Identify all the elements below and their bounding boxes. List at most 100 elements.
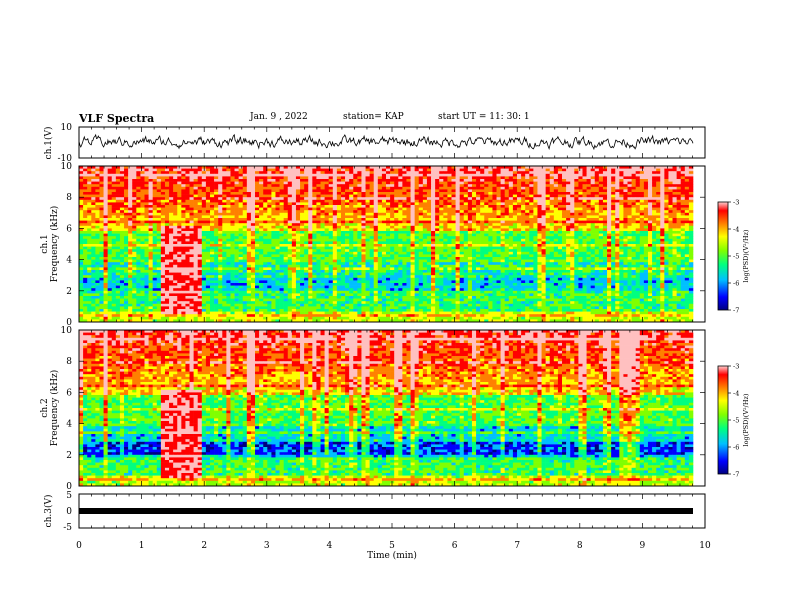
spectrogram-cell (164, 189, 170, 193)
spectrogram-cell (455, 197, 460, 201)
spectrogram-cell (623, 218, 628, 221)
spectrogram-cell (668, 215, 673, 219)
spectrogram-cell (668, 181, 673, 185)
spectrogram-cell (492, 238, 497, 242)
spectrogram-cell (566, 199, 571, 203)
spectrogram-cell (365, 215, 370, 219)
spectrogram-cell (238, 215, 244, 219)
spectrogram-cell (631, 168, 636, 172)
spectrogram-cell (566, 205, 571, 208)
spectrogram-cell (553, 220, 559, 224)
spectrogram-cell (144, 171, 149, 175)
spectrogram-cell (557, 197, 563, 201)
spectrogram-cell (529, 176, 534, 180)
spectrogram-cell (312, 236, 317, 240)
spectrogram-cell (250, 194, 256, 198)
spectrogram-cell (533, 179, 538, 182)
spectrogram-cell (226, 233, 231, 237)
spectrogram-cell (631, 218, 636, 221)
spectrogram-cell (107, 220, 113, 224)
spectrogram-cell (332, 205, 338, 208)
spectrogram-cell (324, 241, 329, 245)
spectrogram-cell (598, 189, 604, 193)
spectrogram-cell (152, 186, 158, 190)
spectrogram-cell (193, 189, 198, 193)
spectrogram-cell (471, 241, 477, 245)
spectrogram-cell (463, 173, 469, 177)
spectrogram-cell (169, 246, 174, 250)
spectrogram-cell (562, 225, 567, 229)
spectrogram-cell (316, 212, 321, 216)
spectrogram-cell (136, 249, 141, 253)
spectrogram-cell (549, 212, 555, 216)
spectrogram-cell (598, 197, 604, 201)
spectrogram-cell (484, 171, 489, 175)
spectrogram-cell (549, 249, 555, 253)
spectrogram-cell (529, 212, 534, 216)
spectrogram-cell (259, 238, 264, 242)
spectrogram-cell (684, 207, 690, 211)
spectrogram-cell (291, 241, 297, 245)
spectrogram-cell (328, 173, 334, 177)
spectrogram-cell (119, 220, 125, 224)
spectrogram-cell (566, 184, 571, 188)
spectrogram-cell (525, 192, 530, 195)
spectrogram-cell (631, 223, 636, 227)
spectrogram-cell (394, 199, 399, 203)
spectrogram-cell (467, 181, 473, 185)
spectrogram-cell (148, 176, 153, 180)
spectrogram-cell (275, 192, 280, 195)
spectrogram-cell (410, 212, 415, 216)
spectrogram-cell (267, 186, 272, 190)
spectrogram-cell (570, 202, 575, 206)
spectrogram-cell (209, 207, 215, 211)
spectrogram-cell (537, 238, 542, 242)
spectrogram-cell (263, 179, 268, 182)
spectrogram-cell (267, 207, 272, 211)
spectrogram-cell (295, 207, 301, 211)
spectrogram-cell (250, 218, 256, 221)
spectrogram-cell (688, 207, 694, 211)
spectrogram-cell (492, 186, 497, 190)
spectrogram-cell (103, 228, 108, 232)
spectrogram-cell (562, 218, 567, 221)
spectrogram-cell (324, 197, 329, 201)
spectrogram-cell (594, 215, 600, 219)
spectrogram-cell (160, 205, 166, 208)
spectrogram-cell (320, 210, 325, 214)
spectrogram-cell (410, 173, 415, 177)
spectrogram-cell (357, 199, 362, 203)
spectrogram-cell (557, 244, 563, 247)
spectrogram-cell (463, 199, 469, 203)
spectrogram-cell (250, 207, 256, 211)
spectrogram-cell (222, 199, 227, 203)
spectrogram-cell (410, 176, 415, 180)
spectrogram-cell (578, 192, 583, 195)
spectrogram-cell (320, 225, 325, 229)
spectrogram-cell (480, 215, 485, 219)
spectrogram-cell (418, 189, 424, 193)
spectrogram-cell (189, 194, 194, 198)
spectrogram-cell (676, 238, 682, 242)
spectrogram-cell (115, 215, 121, 219)
spectrogram-cell (426, 186, 432, 190)
spectrogram-cell (226, 210, 231, 214)
spectrogram-cell (586, 225, 591, 229)
spectrogram-cell (406, 212, 411, 216)
spectrogram-cell (226, 212, 231, 216)
spectrogram-cell (259, 207, 264, 211)
spectrogram-cell (87, 199, 92, 203)
spectrogram-cell (345, 210, 350, 214)
spectrogram-cell (308, 168, 313, 172)
spectrogram-cell (267, 241, 272, 245)
spectrogram-cell (83, 236, 88, 240)
spectrogram-cell (439, 249, 444, 253)
spectrogram-cell (320, 176, 325, 180)
spectrogram-cell (205, 173, 211, 177)
spectrogram-cell (160, 194, 166, 198)
spectrogram-cell (439, 202, 444, 206)
spectrogram-cell (410, 241, 415, 245)
spectrogram-cell (398, 244, 403, 247)
spectrogram-cell (320, 212, 325, 216)
spectrogram-cell (324, 238, 329, 242)
